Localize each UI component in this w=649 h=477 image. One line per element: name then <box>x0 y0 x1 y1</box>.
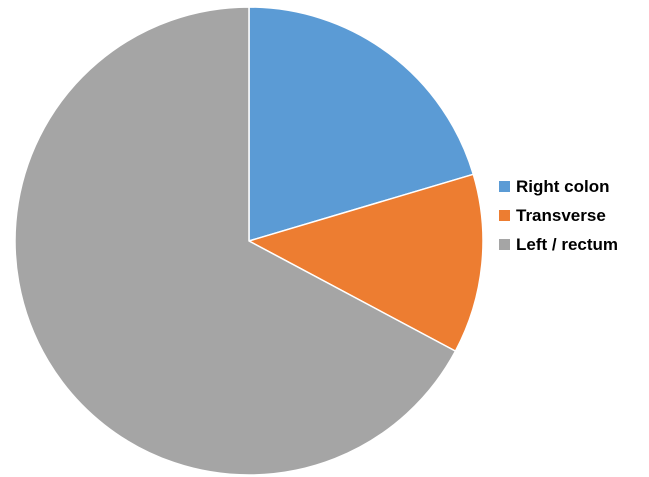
chart-legend: Right colon Transverse Left / rectum <box>499 175 618 256</box>
legend-label-right-colon: Right colon <box>516 176 610 196</box>
legend-label-transverse: Transverse <box>516 205 606 225</box>
pie-slices <box>14 6 484 476</box>
legend-swatch-right-colon <box>499 181 510 192</box>
legend-label-left-rectum: Left / rectum <box>516 234 619 254</box>
legend-item-left-rectum: Left / rectum <box>499 233 618 256</box>
legend-swatch-transverse <box>499 210 510 221</box>
pie-slice-left-rectum <box>14 6 457 476</box>
legend-item-transverse: Transverse <box>499 204 618 227</box>
pie-slice-transverse <box>248 173 484 352</box>
legend-item-right-colon: Right colon <box>499 175 618 198</box>
legend-swatch-left-rectum <box>499 239 510 250</box>
pie-slice-right-colon <box>248 6 475 242</box>
